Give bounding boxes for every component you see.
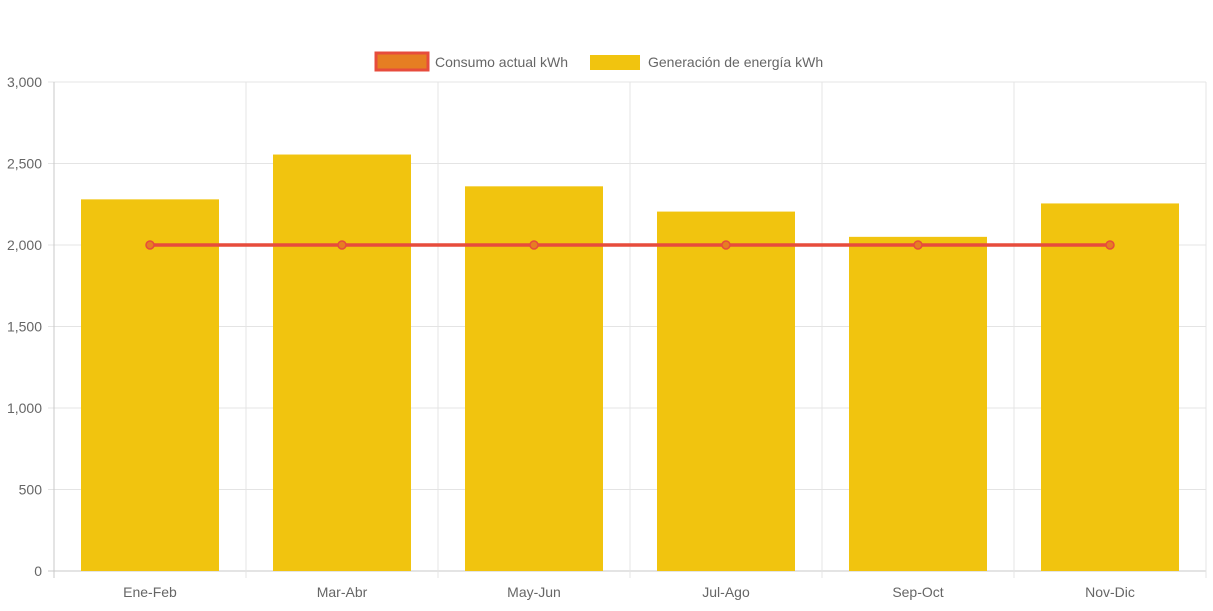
bar [81,199,219,572]
legend-swatch-generacion[interactable] [590,55,640,70]
axes: 0 500 1,000 1,500 2,000 2,500 3,000 Ene-Feb Mar-… [7,74,1135,600]
x-tick-label: Nov-Dic [1085,584,1135,600]
bar [849,236,987,571]
y-tick-label: 0 [34,563,42,579]
bar [465,186,603,571]
y-tick-label: 1,000 [7,400,42,416]
legend: Consumo actual kWh Generación de energía… [374,51,823,72]
x-tick-label: Mar-Abr [317,584,368,600]
line-point [145,240,155,250]
bar [657,211,795,571]
line-point [529,240,539,250]
bar [273,154,411,571]
bar [1041,203,1179,571]
y-tick-label: 2,500 [7,156,42,172]
y-tick-label: 500 [19,482,43,498]
x-tick-label: May-Jun [507,584,561,600]
line-point [337,240,347,250]
line-series [145,240,1115,250]
legend-label-generacion[interactable]: Generación de energía kWh [648,54,823,70]
x-tick-label: Jul-Ago [702,584,750,600]
line-point [721,240,731,250]
bar-series [81,154,1179,572]
line-point [913,240,923,250]
grid [48,81,1207,578]
legend-swatch-consumo[interactable] [374,51,430,72]
y-tick-label: 2,000 [7,237,42,253]
line-point [1105,240,1115,250]
y-tick-label: 3,000 [7,74,42,90]
y-tick-label: 1,500 [7,319,42,335]
x-tick-label: Sep-Oct [892,584,943,600]
x-tick-label: Ene-Feb [123,584,177,600]
legend-label-consumo[interactable]: Consumo actual kWh [435,54,568,70]
